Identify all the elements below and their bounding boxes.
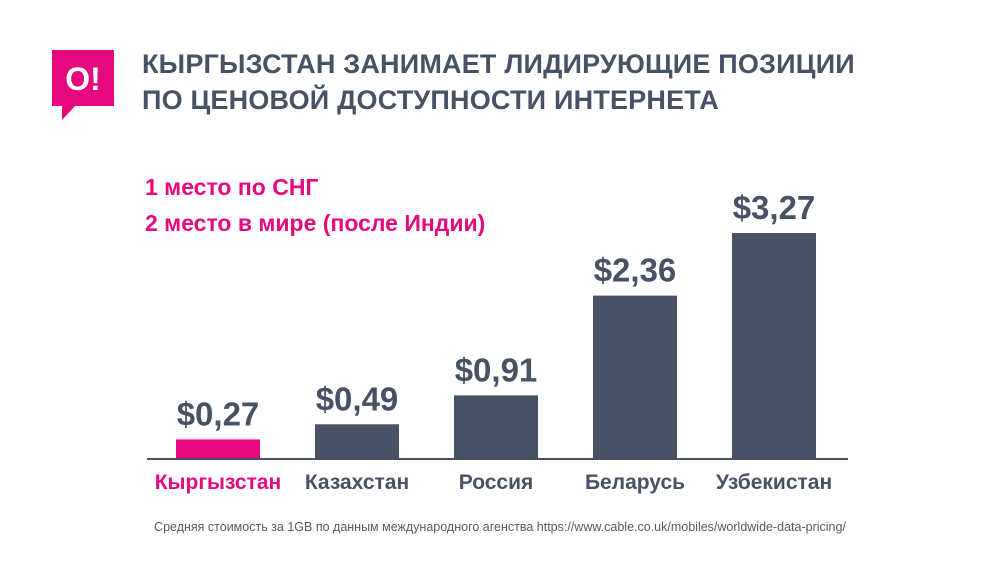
title-line-2: ПО ЦЕНОВОЙ ДОСТУПНОСТИ ИНТЕРНЕТА <box>142 85 719 115</box>
value-label-4: $2,36 <box>594 252 677 289</box>
note-cis-rank: 1 место по СНГ <box>145 174 319 200</box>
value-label-3: $0,91 <box>455 351 538 388</box>
bar-5 <box>732 233 816 458</box>
category-label-3: Россия <box>459 471 534 494</box>
value-label-2: $0,49 <box>316 380 399 417</box>
title-line-1: КЫРГЫЗСТАН ЗАНИМАЕТ ЛИДИРУЮЩИЕ ПОЗИЦИИ <box>142 49 855 79</box>
source-footnote: Средняя стоимость за 1GB по данным между… <box>154 520 846 534</box>
note-world-rank: 2 место в мире (после Индии) <box>145 210 486 236</box>
value-label-5: $3,27 <box>733 189 816 226</box>
logo-text: O! <box>65 61 101 97</box>
value-label-1: $0,27 <box>177 395 260 432</box>
category-label-2: Казахстан <box>305 471 409 494</box>
bar-2 <box>315 424 399 458</box>
bar-3 <box>454 395 538 458</box>
category-label-4: Беларусь <box>585 471 685 494</box>
category-label-1: Кыргызстан <box>155 471 282 494</box>
page-title: КЫРГЫЗСТАН ЗАНИМАЕТ ЛИДИРУЮЩИЕ ПОЗИЦИИ П… <box>142 46 982 118</box>
bar-1 <box>176 439 260 458</box>
brand-logo: O! <box>52 50 114 120</box>
bar-4 <box>593 295 677 458</box>
category-label-5: Узбекистан <box>716 471 832 494</box>
